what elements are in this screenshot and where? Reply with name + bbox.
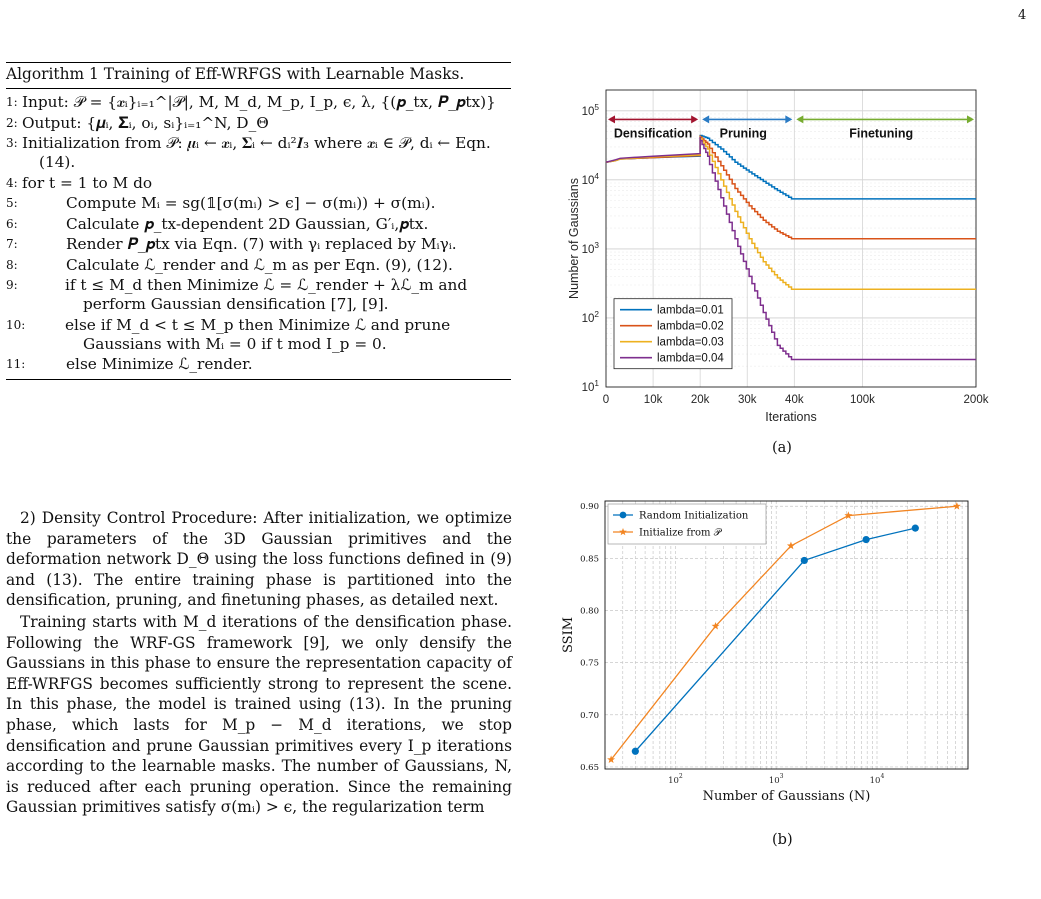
phase-arrow-head [967, 115, 974, 124]
phase-arrow-head [608, 115, 615, 124]
tick-label: 0.80 [580, 606, 599, 616]
tick-label: 100k [850, 394, 875, 406]
algorithm-bottom-rule [6, 379, 511, 380]
densification-label: Densification [614, 126, 693, 140]
legend-label: lambda=0.02 [657, 321, 724, 333]
phase-arrow-head [702, 115, 710, 124]
ssim-vs-gaussians-chart: 0.65 0.70 0.75 0.80 0.85 0.90 102 103 104 Number … [561, 500, 969, 804]
y-axis-label: SSIM [561, 617, 576, 653]
data-point-circle [862, 535, 870, 544]
algorithm-step: 1: Input: 𝒫 = {𝒙ᵢ}ᵢ₌₁^|𝒫|, M, M_d, M_p, I… [6, 93, 496, 111]
legend-label: Initialize from 𝒫 [639, 528, 723, 539]
paragraph-density-control: 2) Density Control Procedure: After init… [6, 509, 512, 610]
plot-frame [604, 500, 969, 770]
tick-label: 0 [603, 394, 609, 406]
phase-arrow-head [691, 115, 699, 124]
legend-marker [619, 528, 627, 536]
data-point-circle [911, 524, 919, 532]
algorithm-step: 2: Output: {𝝁ᵢ, 𝚺ᵢ, oᵢ, sᵢ}ᵢ₌₁^N, D_Θ [6, 113, 269, 132]
tick-label: 20k [691, 394, 710, 406]
algorithm-step: 6: Calculate 𝒑_tx-dependent 2D Gaussian, … [6, 214, 429, 233]
data-point-circle [631, 747, 639, 755]
figure-a: 0 10k 20k 30k 40k 100k 200k 101 102 103 104 105 Iter… [567, 82, 1000, 452]
data-point-star [711, 621, 720, 630]
series-line-lambda-0-03 [605, 136, 976, 291]
tick-label: 30k [738, 394, 757, 406]
tick-label: 104 [870, 773, 885, 786]
pruning-label: Pruning [720, 126, 767, 140]
tick-label: 0.85 [580, 554, 599, 564]
tick-label: 102 [668, 773, 683, 786]
paragraph-training-phases: Training starts with M_d iterations of t… [6, 612, 512, 817]
tick-label: 105 [582, 103, 600, 118]
legend-label: Random Initialization [639, 511, 749, 522]
gaussians-vs-iterations-chart: 0 10k 20k 30k 40k 100k 200k 101 102 103 104 105 Iter… [567, 89, 989, 424]
algorithm-step: 3: Initialization from 𝒫: 𝝁ᵢ ← 𝒙ᵢ, 𝚺ᵢ ← d… [6, 134, 491, 171]
figure-a-caption: (a) [772, 440, 792, 456]
x-axis-label: Number of Gaussians (N) [703, 789, 871, 804]
data-point-star [607, 755, 616, 764]
finetuning-label: Finetuning [849, 126, 913, 140]
tick-label: 102 [582, 310, 600, 325]
tick-label: 101 [582, 379, 600, 394]
tick-label: 103 [769, 773, 784, 786]
algorithm-step: 5: Compute Mᵢ = sg(𝟙[σ(mᵢ) > ϵ] − σ(mᵢ)) … [6, 194, 436, 212]
y-axis-label: Number of Gaussians [568, 178, 581, 299]
figure-b-caption: (b) [772, 832, 793, 848]
data-point-circle [800, 556, 808, 565]
page-number: 4 [1018, 8, 1027, 23]
legend-label: lambda=0.03 [657, 337, 724, 349]
tick-label: 40k [785, 394, 804, 406]
algorithm-box: Algorithm 1 Training of Eff-WRFGS with L… [6, 62, 511, 380]
legend-marker [619, 511, 627, 519]
tick-label: 0.65 [580, 763, 599, 773]
algorithm-step: 9: if t ≤ M_d then Minimize ℒ = ℒ_render … [6, 276, 468, 313]
tick-label: 10k [644, 394, 663, 406]
algorithm-title: Algorithm 1 Training of Eff-WRFGS with L… [6, 65, 465, 83]
algorithm-mid-rule [6, 88, 511, 89]
algorithm-step: 4: for t = 1 to M do [6, 173, 153, 192]
x-axis-label: Iterations [765, 410, 816, 424]
tick-label: 103 [582, 241, 600, 256]
series-line-lambda-0-04 [605, 136, 976, 361]
legend-label: lambda=0.04 [657, 353, 724, 365]
phase-arrow-head [796, 115, 804, 124]
tick-label: 0.75 [580, 659, 599, 669]
tick-label: 0.70 [580, 711, 599, 721]
data-point-star [952, 502, 961, 510]
tick-label: 0.90 [580, 502, 599, 512]
algorithm-steps: 1: Input: 𝒫 = {𝒙ᵢ}ᵢ₌₁^|𝒫|, M, M_d, M_p, I… [6, 93, 511, 374]
algorithm-step: 11: else Minimize ℒ_render. [6, 355, 253, 373]
algorithm-step: 8: Calculate ℒ_render and ℒ_m as per Eqn.… [6, 255, 453, 274]
figure-b: 0.65 0.70 0.75 0.80 0.85 0.90 102 103 104 Number … [560, 497, 990, 852]
series-line [634, 527, 916, 752]
phase-arrow-head [785, 115, 793, 124]
algorithm-step: 10: else if M_d < t ≤ M_p then Minimize ℒ… [6, 315, 451, 353]
legend-label: lambda=0.01 [657, 305, 724, 317]
series-line-lambda-0-02 [605, 135, 976, 240]
legend-box [607, 503, 767, 545]
tick-label: 200k [964, 394, 989, 406]
data-point-star [844, 511, 853, 519]
series-line-lambda-0-01 [605, 134, 976, 200]
tick-label: 104 [582, 172, 600, 187]
data-point-star [786, 541, 795, 550]
algorithm-top-rule [6, 62, 511, 63]
body-text: 2) Density Control Procedure: After init… [6, 508, 512, 818]
algorithm-step: 7: Render 𝑷_𝒑tx via Eqn. (7) with γᵢ repl… [6, 235, 457, 253]
